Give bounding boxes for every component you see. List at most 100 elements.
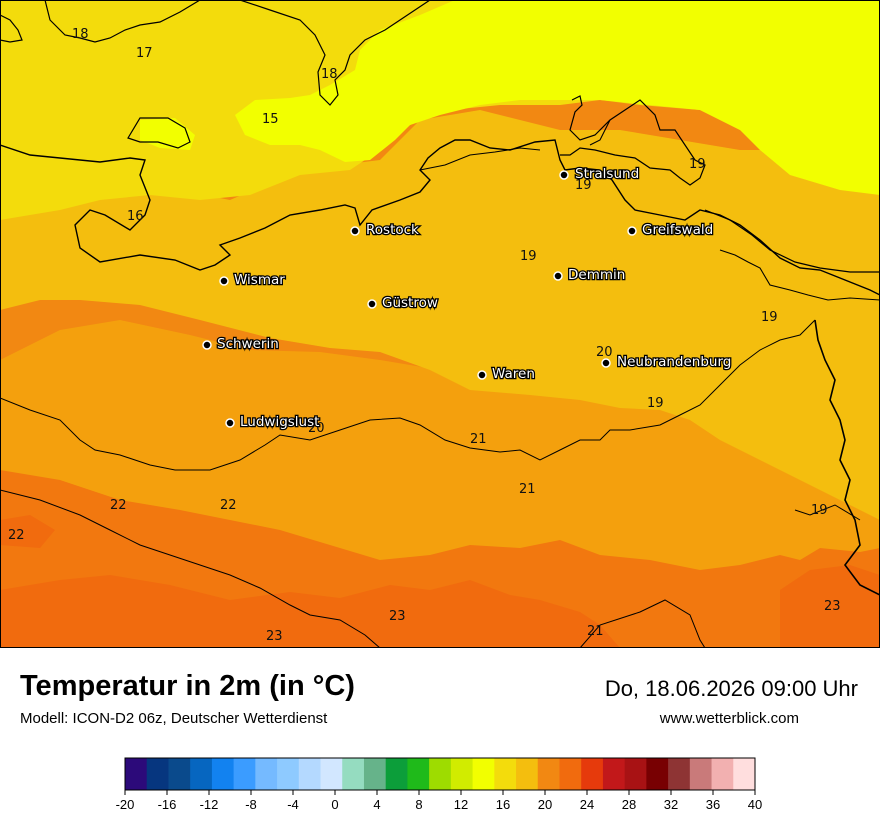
state-border-sh [0,319,816,471]
temperature-map[interactable]: 18 17 18 15 16 19 19 19 20 19 20 21 21 2… [0,0,880,648]
iso-label: 20 [596,345,613,360]
legend-swatch [363,758,387,790]
legend-swatch [385,758,408,790]
zone-23-ne [0,515,55,548]
state-border-bb-south [0,489,381,648]
legend-swatch [407,758,430,790]
iso-label: 22 [110,498,127,513]
page-title: Temperatur in 2m (in °C) [20,670,355,702]
legend-tick-label: 32 [664,797,678,812]
iso-label: 19 [575,178,592,193]
iso-label: 21 [587,624,604,639]
legend-swatch [277,758,300,790]
city-label: Demmin [568,267,625,283]
island-fehmarn [127,117,191,149]
iso-label: 22 [220,498,237,513]
legend-swatch [146,758,169,790]
city-marker-greifswald[interactable]: Greifswald [627,221,715,239]
city-marker-schwerin[interactable]: Schwerin [202,335,280,353]
legend-tick-label: 12 [454,797,468,812]
forecast-datetime: Do, 18.06.2026 09:00 Uhr [604,676,858,701]
legend-swatch [733,758,756,790]
iso-label: 19 [811,503,828,518]
website-link[interactable]: www.wetterblick.com [659,710,799,727]
state-border-mid [794,504,861,521]
poland-border [814,319,880,596]
legend-tick-label: 28 [622,797,636,812]
legend-tick-label: 40 [748,797,762,812]
map-canvas: 18 17 18 15 16 19 19 19 20 19 20 21 21 2… [0,0,880,648]
city-marker-waren[interactable]: Waren [477,365,536,383]
legend-tick-label: -20 [116,797,135,812]
legend-tick-label: 4 [373,797,380,812]
iso-label: 23 [389,609,406,624]
city-label: Waren [492,366,535,382]
legend-tick-label: 24 [580,797,594,812]
city-marker-wismar[interactable]: Wismar [219,271,287,289]
legend-swatch [472,758,495,790]
city-marker-demmin[interactable]: Demmin [553,266,627,284]
city-marker-rostock[interactable]: Rostock [350,221,420,239]
city-marker-neubrandenburg[interactable]: Neubrandenburg [601,353,733,371]
iso-label: 18 [321,67,338,82]
city-label: Wismar [234,272,285,288]
legend-frame [124,757,756,791]
legend-swatch [211,758,235,790]
legend-tick-label: -12 [200,797,219,812]
city-label: Greifswald [642,222,713,238]
legend-canvas: -20 -16 -12 -8 -4 0 4 8 12 16 20 24 28 32 36 40 [116,757,762,812]
city-marker-stralsund[interactable]: Stralsund [559,165,640,183]
city-marker-guestrow[interactable]: Güstrow [367,294,439,312]
iso-label: 22 [8,528,25,543]
legend-swatch [190,758,213,790]
legend-swatch [233,758,256,790]
iso-label: 19 [520,249,537,264]
city-label: Stralsund [575,166,639,182]
island-hiddensee [589,119,611,146]
lagoon-oder [719,249,880,301]
iso-label: 21 [519,482,536,497]
legend-tick-label: -4 [287,797,299,812]
legend-swatch [711,758,734,790]
iso-label: 23 [266,629,283,644]
legend-swatch [668,758,691,790]
legend-swatch [429,758,452,790]
coastline [0,139,880,296]
iso-label: 16 [127,209,144,224]
legend-swatch [255,758,278,790]
legend-tick-label: 36 [706,797,720,812]
city-marker-ludwigslust[interactable]: Ludwigslust [225,413,321,431]
city-label: Neubrandenburg [617,354,731,370]
legend-tick-label: -8 [245,797,257,812]
footer: Temperatur in 2m (in °C) Modell: ICON-D2… [0,648,880,830]
legend-swatch [125,758,148,790]
city-label: Güstrow [382,295,438,311]
zone-23-south [0,575,620,648]
city-label: Ludwigslust [240,414,319,430]
island-usedom [704,209,880,273]
legend-tick-label: -16 [158,797,177,812]
iso-label: 23 [824,599,841,614]
legend-tick-label: 16 [496,797,510,812]
iso-label: 19 [689,157,706,172]
legend-swatch [581,758,604,790]
legend-swatch [168,758,191,790]
color-legend: -20 -16 -12 -8 -4 0 4 8 12 16 20 24 28 32 36 40 [0,748,880,830]
iso-label: 17 [136,46,153,61]
legend-swatch [559,758,582,790]
legend-swatch [602,758,626,790]
iso-label: 21 [470,432,487,447]
island-darss [419,147,541,171]
state-border-se [579,599,706,648]
legend-swatch [689,758,712,790]
zone-15 [235,0,880,195]
iso-label: 18 [72,27,89,42]
city-label: Rostock [366,222,419,238]
legend-swatch [537,758,560,790]
legend-tick-label: 8 [415,797,422,812]
legend-swatch [516,758,539,790]
legend-swatch [646,758,669,790]
legend-swatch [342,758,365,790]
legend-swatch [298,758,321,790]
legend-swatch [320,758,343,790]
